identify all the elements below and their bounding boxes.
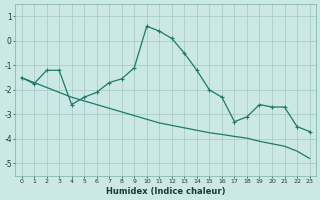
X-axis label: Humidex (Indice chaleur): Humidex (Indice chaleur) (106, 187, 225, 196)
